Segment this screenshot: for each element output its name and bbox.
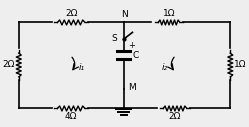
Text: C: C [132,51,139,60]
Text: i₂: i₂ [162,64,168,72]
Text: 2Ω: 2Ω [65,9,77,18]
Text: 2Ω: 2Ω [169,112,181,121]
Text: 2Ω: 2Ω [2,60,15,69]
Text: 1Ω: 1Ω [234,60,247,69]
Text: +: + [128,41,135,50]
Text: 1Ω: 1Ω [163,9,175,18]
Text: 4Ω: 4Ω [65,112,77,121]
Text: i₁: i₁ [79,64,85,72]
Text: N: N [121,10,128,19]
Text: M: M [128,83,136,92]
Text: S: S [111,34,117,43]
